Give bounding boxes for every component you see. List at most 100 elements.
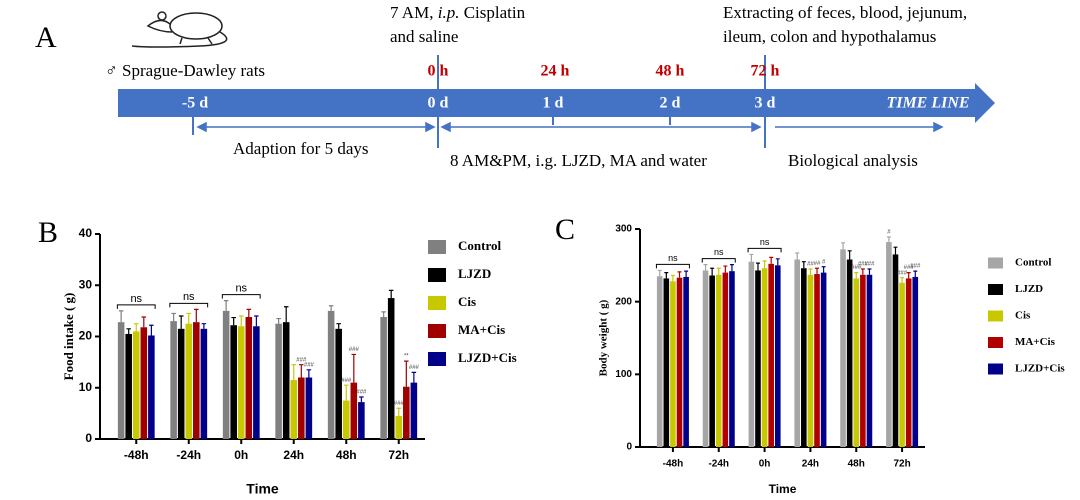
day-label: 2 d — [660, 95, 681, 112]
bar — [245, 317, 253, 439]
error-bar — [860, 268, 865, 275]
error-bar — [246, 308, 252, 318]
y-axis-label: Body weight ( g) — [598, 299, 610, 376]
error-bar — [775, 258, 780, 266]
text: 7 AM, — [390, 3, 438, 22]
bar — [170, 321, 177, 439]
error-bar — [703, 264, 708, 271]
text: i.p. — [438, 3, 460, 22]
error-bar — [749, 253, 754, 262]
error-bar — [867, 268, 872, 275]
error-bar — [231, 316, 236, 326]
bar — [676, 277, 683, 447]
panel-label: A — [35, 21, 57, 54]
significance-label: # — [822, 259, 826, 265]
error-bar — [359, 396, 364, 403]
x-tick-label: -48h — [124, 448, 149, 462]
x-axis-label: Time — [246, 481, 279, 497]
significance-label: ### — [851, 265, 862, 271]
timeline-arrow — [118, 83, 995, 123]
x-tick-label: 24h — [802, 459, 819, 470]
bar — [820, 272, 827, 447]
significance-label: # — [887, 230, 891, 236]
significance-label: ### — [910, 264, 921, 270]
bar — [755, 270, 761, 447]
error-bar — [178, 315, 184, 329]
bar — [298, 377, 305, 439]
panel-label: C — [555, 213, 575, 246]
legend-swatch — [988, 337, 1003, 348]
text: Cisplatin — [459, 3, 525, 22]
error-bar — [821, 266, 826, 273]
y-tick-label: 0 — [85, 431, 92, 445]
error-bar — [756, 262, 760, 271]
y-tick-label: 200 — [615, 296, 632, 307]
significance-bracket — [169, 302, 209, 308]
error-bar — [716, 267, 721, 275]
error-bar — [723, 265, 728, 273]
hour-labels: 0 h 24 h 48 h 72 h — [428, 63, 780, 80]
y-tick-label: 300 — [615, 224, 632, 235]
error-bar — [343, 384, 349, 401]
hour-label: 0 h — [428, 63, 449, 80]
error-bar — [381, 311, 386, 318]
error-bar — [118, 310, 124, 323]
error-bar — [238, 315, 244, 327]
bar — [410, 382, 418, 439]
chart: B 0 10 20 30 40 Food intake ( g) Time -48h ns -24h… — [38, 216, 517, 497]
legend-label: MA+Cis — [1015, 336, 1056, 348]
day-labels: -5 d 0 d 1 d 2 d 3 d TIME LINE — [182, 95, 970, 112]
error-bar — [664, 272, 669, 279]
x-tick-label: 48h — [336, 448, 357, 462]
bar — [403, 386, 410, 439]
timeline-ticks — [192, 55, 766, 148]
error-bar — [906, 272, 911, 279]
bar — [222, 310, 230, 439]
error-bar — [396, 407, 402, 416]
significance-label: ## — [814, 261, 821, 267]
bar — [148, 335, 155, 439]
bar — [768, 263, 774, 447]
significance-label: ### — [897, 270, 908, 276]
legend-swatch — [428, 240, 446, 254]
error-bar — [283, 306, 289, 323]
bar — [335, 328, 342, 439]
significance-label: ns — [130, 293, 142, 305]
bar — [905, 278, 912, 447]
bar — [853, 278, 860, 447]
significance-label: ### — [341, 378, 352, 384]
hour-label: 72 h — [751, 63, 780, 80]
legend-swatch — [428, 268, 446, 282]
bar — [683, 276, 689, 447]
legend-swatch — [988, 310, 1003, 322]
bar — [327, 310, 335, 439]
error-bar — [194, 308, 199, 323]
significance-bracket — [221, 294, 261, 299]
x-tick-label: 0h — [759, 459, 771, 470]
significance-label: ### — [304, 362, 315, 368]
error-bar — [411, 371, 417, 383]
error-bar — [847, 250, 852, 260]
y-tick-label: 20 — [79, 329, 93, 343]
error-bar — [886, 236, 891, 243]
day-label: -5 d — [182, 95, 208, 112]
y-tick-label: 40 — [79, 226, 93, 240]
significance-label: ### — [296, 357, 307, 363]
bar — [342, 400, 350, 439]
significance-label: ### — [858, 262, 869, 268]
error-bar — [841, 242, 846, 250]
bar — [305, 377, 313, 439]
legend-label: Cis — [1015, 310, 1031, 322]
y-tick-label: 100 — [615, 369, 632, 380]
error-bar — [762, 260, 767, 269]
bar — [237, 326, 245, 439]
bar — [709, 275, 715, 447]
bar — [350, 382, 358, 439]
significance-label: ns — [760, 237, 770, 247]
error-bar — [291, 364, 297, 381]
significance-bracket — [116, 304, 156, 309]
error-bar — [306, 369, 312, 378]
bar — [670, 281, 676, 447]
bar — [193, 322, 200, 439]
